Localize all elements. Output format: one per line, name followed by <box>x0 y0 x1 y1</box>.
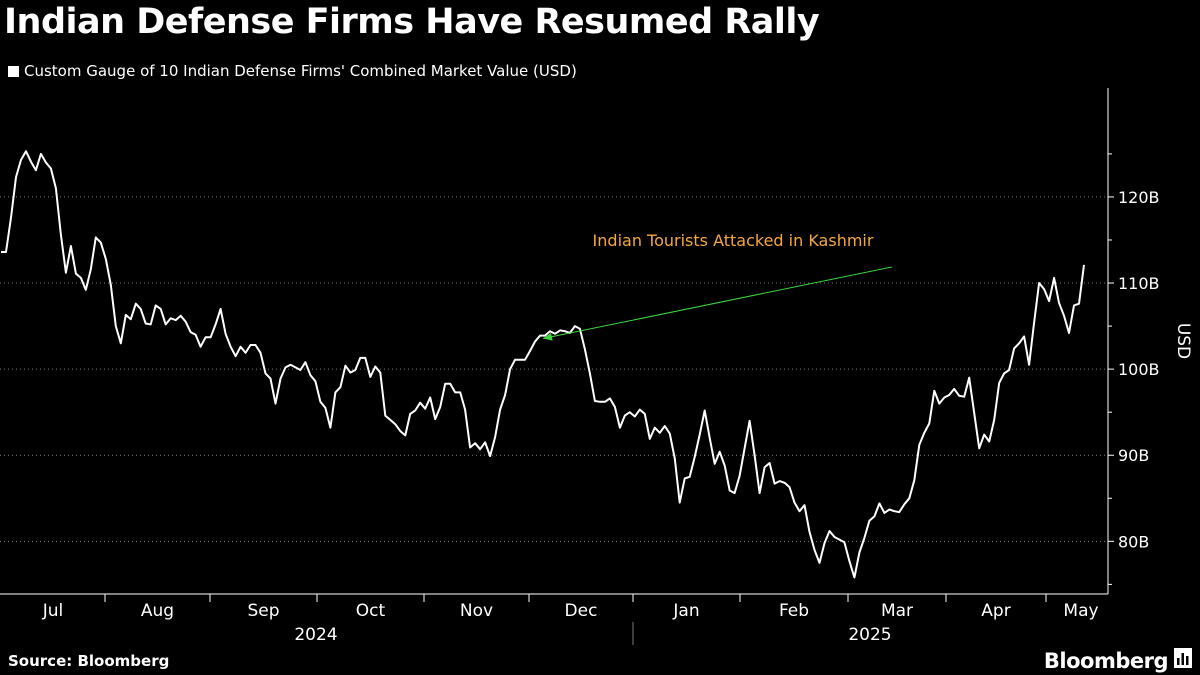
x-tick-label: Mar <box>881 601 913 621</box>
annotation-label: Indian Tourists Attacked in Kashmir <box>593 231 874 250</box>
x-tick-label: Feb <box>779 601 809 621</box>
y-axis-title: USD <box>1173 323 1193 359</box>
x-year-label: 2024 <box>294 625 337 645</box>
x-tick-label: Apr <box>981 601 1010 621</box>
brand-logo: Bloomberg <box>1044 648 1192 673</box>
x-tick-label: Jan <box>672 601 699 621</box>
x-tick-label: Nov <box>460 601 493 621</box>
brand-name: Bloomberg <box>1043 648 1169 673</box>
y-tick-label: 80B <box>1118 532 1149 551</box>
x-year-label: 2025 <box>848 625 891 645</box>
legend-label: Custom Gauge of 10 Indian Defense Firms'… <box>24 62 577 80</box>
x-tick-label: Jul <box>42 601 64 621</box>
legend: Custom Gauge of 10 Indian Defense Firms'… <box>8 62 577 80</box>
legend-swatch <box>8 65 19 77</box>
x-tick-label: May <box>1063 601 1098 621</box>
x-tick-label: Dec <box>565 601 598 621</box>
y-tick-label: 120B <box>1118 188 1160 207</box>
y-tick-label: 90B <box>1118 446 1149 465</box>
annotation-arrow <box>542 266 893 340</box>
bloomberg-chart-icon <box>1174 648 1192 673</box>
axes: 80B 90B 100B 110B 120B USD Jul Aug Sep Oct Nov Dec J… <box>0 88 1193 645</box>
annotation-arrowhead <box>542 332 553 341</box>
annotation: Indian Tourists Attacked in Kashmir <box>542 231 893 341</box>
y-tick-label: 100B <box>1118 360 1160 379</box>
series-line <box>1 150 1085 579</box>
series <box>1 150 1085 579</box>
x-tick-label: Aug <box>141 601 174 621</box>
chart-title: Indian Defense Firms Have Resumed Rally <box>4 2 820 42</box>
x-tick-label: Oct <box>356 601 386 621</box>
x-tick-label: Sep <box>247 601 279 621</box>
source-note: Source: Bloomberg <box>8 652 170 670</box>
y-tick-label: 110B <box>1118 274 1160 293</box>
grid-lines <box>0 196 1108 542</box>
